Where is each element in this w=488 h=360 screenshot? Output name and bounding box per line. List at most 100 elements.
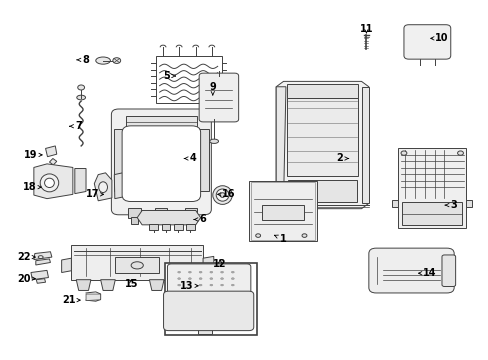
Ellipse shape bbox=[177, 271, 180, 273]
Text: 8: 8 bbox=[77, 55, 89, 65]
Text: 4: 4 bbox=[184, 153, 196, 163]
Bar bbox=[197, 326, 212, 334]
Bar bbox=[155, 208, 167, 219]
Ellipse shape bbox=[220, 278, 223, 279]
Text: 18: 18 bbox=[23, 182, 41, 192]
Polygon shape bbox=[178, 280, 193, 291]
Ellipse shape bbox=[38, 256, 43, 258]
Polygon shape bbox=[61, 258, 71, 273]
Bar bbox=[185, 224, 194, 230]
Bar bbox=[164, 263, 257, 335]
Ellipse shape bbox=[96, 57, 110, 64]
Bar bbox=[126, 116, 196, 129]
Ellipse shape bbox=[209, 271, 212, 273]
Polygon shape bbox=[31, 270, 48, 280]
Ellipse shape bbox=[255, 234, 260, 237]
Polygon shape bbox=[75, 168, 86, 194]
Ellipse shape bbox=[199, 278, 202, 279]
Ellipse shape bbox=[231, 278, 234, 279]
Polygon shape bbox=[94, 173, 112, 201]
Bar bbox=[391, 200, 397, 207]
Ellipse shape bbox=[199, 271, 202, 273]
Bar bbox=[184, 208, 196, 219]
Polygon shape bbox=[361, 87, 368, 203]
Ellipse shape bbox=[78, 85, 84, 90]
Ellipse shape bbox=[40, 174, 59, 192]
Bar bbox=[131, 217, 138, 224]
Bar bbox=[149, 224, 158, 230]
Polygon shape bbox=[86, 294, 101, 301]
Text: 10: 10 bbox=[430, 33, 448, 43]
Ellipse shape bbox=[212, 186, 232, 204]
Polygon shape bbox=[407, 28, 446, 56]
Bar bbox=[114, 129, 126, 192]
Bar bbox=[161, 224, 170, 230]
Text: 20: 20 bbox=[17, 274, 35, 284]
Ellipse shape bbox=[188, 284, 191, 286]
Text: 6: 6 bbox=[194, 215, 206, 224]
Polygon shape bbox=[34, 252, 52, 260]
Text: 7: 7 bbox=[70, 121, 82, 131]
Text: 9: 9 bbox=[209, 82, 216, 95]
Bar bbox=[466, 200, 471, 207]
Ellipse shape bbox=[231, 271, 234, 273]
Bar bbox=[401, 202, 462, 225]
Ellipse shape bbox=[113, 58, 121, 63]
Polygon shape bbox=[276, 81, 368, 209]
Ellipse shape bbox=[209, 284, 212, 286]
FancyBboxPatch shape bbox=[163, 291, 253, 330]
Polygon shape bbox=[203, 256, 213, 271]
Text: 15: 15 bbox=[124, 279, 138, 289]
Ellipse shape bbox=[99, 182, 107, 193]
Ellipse shape bbox=[188, 278, 191, 279]
Text: 17: 17 bbox=[85, 189, 103, 199]
Ellipse shape bbox=[77, 95, 85, 100]
Text: 22: 22 bbox=[17, 252, 35, 262]
Text: 3: 3 bbox=[444, 200, 457, 210]
Text: 1: 1 bbox=[274, 234, 286, 244]
Ellipse shape bbox=[231, 284, 234, 286]
Polygon shape bbox=[36, 279, 45, 283]
FancyBboxPatch shape bbox=[167, 264, 250, 294]
Ellipse shape bbox=[220, 193, 224, 197]
Bar bbox=[287, 84, 357, 98]
Bar bbox=[71, 244, 203, 280]
Bar bbox=[115, 257, 159, 273]
Text: 12: 12 bbox=[213, 259, 226, 269]
Ellipse shape bbox=[177, 278, 180, 279]
Text: 16: 16 bbox=[217, 189, 235, 199]
Bar bbox=[287, 98, 357, 176]
Text: 13: 13 bbox=[180, 281, 198, 291]
Text: 11: 11 bbox=[359, 24, 372, 35]
Bar bbox=[261, 205, 304, 220]
Polygon shape bbox=[36, 259, 50, 265]
Text: 19: 19 bbox=[24, 150, 42, 160]
Bar bbox=[397, 148, 466, 228]
Polygon shape bbox=[276, 87, 285, 203]
FancyBboxPatch shape bbox=[199, 73, 238, 122]
FancyBboxPatch shape bbox=[122, 126, 200, 202]
FancyBboxPatch shape bbox=[111, 109, 211, 215]
Ellipse shape bbox=[209, 139, 218, 143]
Ellipse shape bbox=[199, 284, 202, 286]
Ellipse shape bbox=[209, 278, 212, 279]
Polygon shape bbox=[149, 280, 163, 291]
Polygon shape bbox=[45, 146, 57, 157]
Text: 21: 21 bbox=[62, 295, 80, 305]
Bar bbox=[156, 56, 221, 103]
Bar bbox=[128, 208, 141, 219]
Bar bbox=[249, 181, 316, 241]
Bar bbox=[158, 217, 164, 224]
Ellipse shape bbox=[216, 189, 228, 201]
Bar bbox=[196, 129, 208, 192]
FancyBboxPatch shape bbox=[403, 25, 450, 59]
Text: 2: 2 bbox=[336, 153, 348, 163]
Bar bbox=[288, 180, 356, 202]
Ellipse shape bbox=[177, 284, 180, 286]
Polygon shape bbox=[137, 211, 200, 225]
Bar bbox=[173, 224, 182, 230]
Polygon shape bbox=[101, 280, 115, 291]
Ellipse shape bbox=[400, 151, 406, 155]
Text: 14: 14 bbox=[418, 268, 436, 278]
Ellipse shape bbox=[302, 234, 306, 237]
